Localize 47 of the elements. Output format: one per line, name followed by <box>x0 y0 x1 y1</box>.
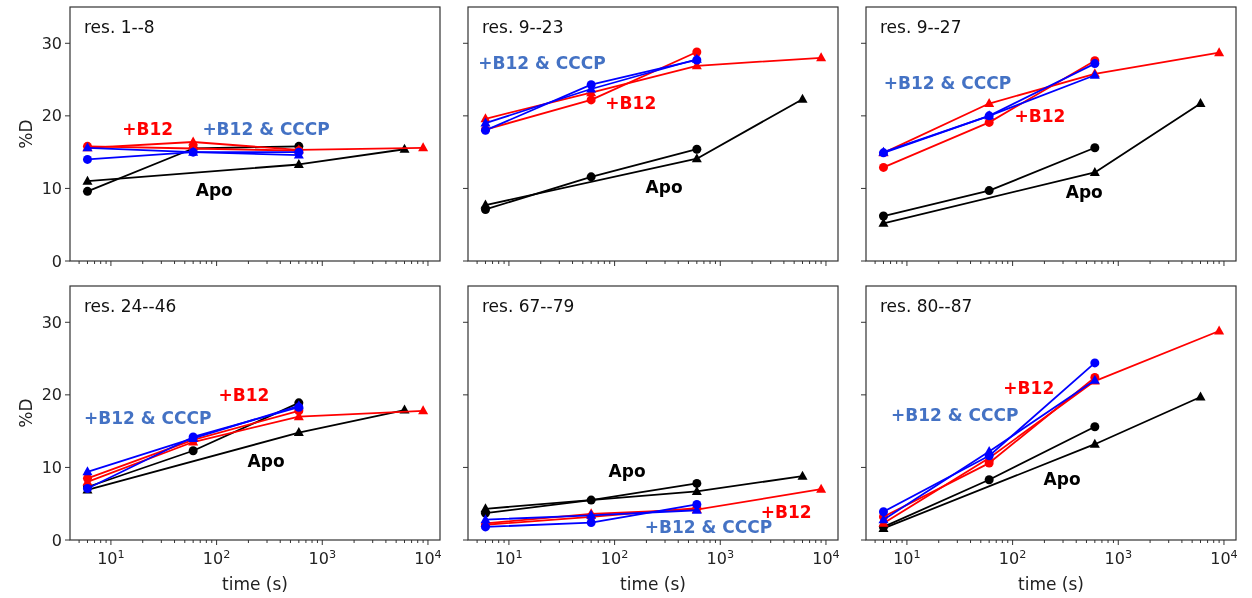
series-label: +B12 <box>605 93 657 114</box>
series-label: +B12 <box>1014 106 1066 127</box>
y-tick-label: 0 <box>51 251 62 271</box>
series-label: Apo <box>1065 182 1103 203</box>
x-tick-label: 10$^{2}$ <box>202 547 231 568</box>
x-tick-label: 10$^{2}$ <box>998 547 1027 568</box>
x-tick-label: 10$^{3}$ <box>308 547 337 568</box>
series-label: +B12 & CCCP <box>202 118 330 139</box>
text: res. 24--46 <box>84 296 177 316</box>
x-tick-label: 10$^{1}$ <box>893 547 921 568</box>
series-label: +B12 <box>1003 377 1055 398</box>
text: res. 9--27 <box>880 17 962 37</box>
text: res. 80--87 <box>880 296 973 316</box>
y-tick-label: 30 <box>41 33 62 53</box>
x-tick-label: 10$^{3}$ <box>706 547 735 568</box>
series-label: Apo <box>645 177 683 198</box>
y-tick-label: 30 <box>41 312 62 332</box>
x-tick-label: 10$^{4}$ <box>812 547 840 568</box>
series-label: Apo <box>195 179 233 200</box>
x-axis-title: time (s) <box>1018 574 1084 594</box>
y-tick-label: 20 <box>41 385 62 405</box>
series-label: Apo <box>1043 468 1081 489</box>
x-tick-label: 10$^{1}$ <box>97 547 125 568</box>
x-tick-label: 10$^{3}$ <box>1104 547 1133 568</box>
x-tick-label: 10$^{2}$ <box>600 547 629 568</box>
y-axis-title: %D <box>16 398 36 428</box>
y-tick-label: 10 <box>41 458 62 478</box>
text: res. 9--23 <box>482 17 564 37</box>
text: res. 67--79 <box>482 296 575 316</box>
y-tick-label: 10 <box>41 179 62 199</box>
series-label: +B12 <box>122 118 174 139</box>
x-tick-label: 10$^{4}$ <box>1210 547 1238 568</box>
series-label: +B12 & CCCP <box>478 52 606 73</box>
x-tick-label: 10$^{4}$ <box>414 547 442 568</box>
x-axis-title: time (s) <box>222 574 288 594</box>
x-tick-label: 10$^{1}$ <box>495 547 523 568</box>
text: res. 1--8 <box>84 17 155 37</box>
series-label: +B12 & CCCP <box>891 405 1019 426</box>
series-label: +B12 & CCCP <box>883 73 1012 94</box>
series-label: Apo <box>247 451 285 472</box>
y-axis-title: %D <box>16 119 36 149</box>
series-label: +B12 <box>218 385 270 406</box>
series-label: Apo <box>608 461 646 482</box>
x-axis-title: time (s) <box>620 574 686 594</box>
y-tick-label: 20 <box>41 106 62 126</box>
y-tick-label: 0 <box>51 530 62 550</box>
series-label: +B12 & CCCP <box>83 408 212 429</box>
